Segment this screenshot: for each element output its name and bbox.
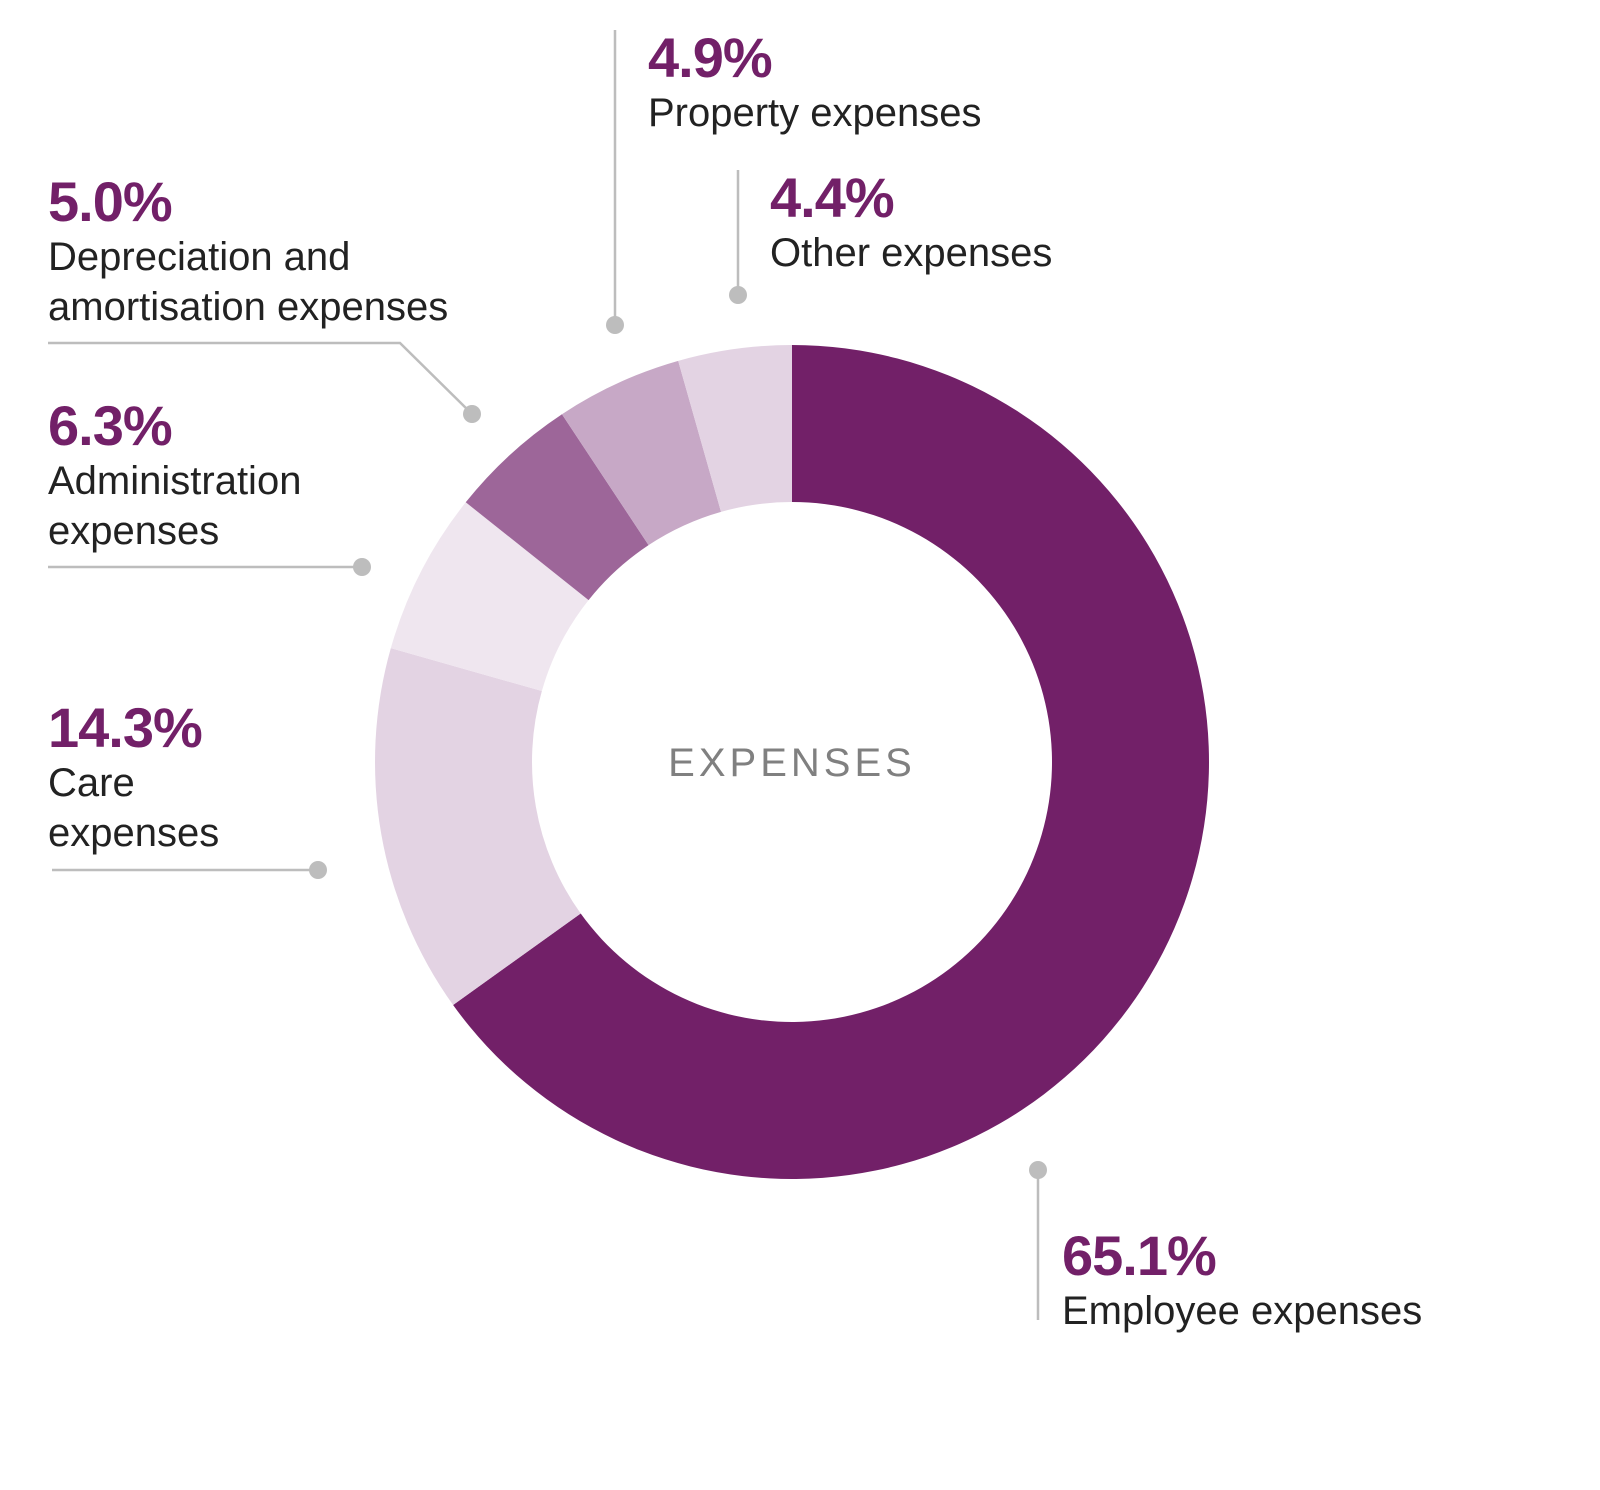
value-label: 5.0% — [48, 170, 173, 233]
leaders — [48, 30, 1047, 1320]
donut-segment — [453, 345, 1209, 1179]
category-label: Property expenses — [648, 91, 982, 135]
donut-segment — [678, 345, 792, 512]
leader-dot — [309, 861, 327, 879]
category-label: Employee expenses — [1062, 1289, 1423, 1333]
leader-dot — [353, 558, 371, 576]
category-label: Care expenses — [48, 761, 220, 855]
label: 65.1% Employee expenses — [1062, 1226, 1422, 1336]
donut-segment — [561, 360, 722, 546]
donut-segment — [465, 414, 649, 601]
center-label: EXPENSES — [668, 741, 916, 785]
donut-segment — [374, 648, 581, 1005]
donut-segment — [390, 502, 589, 692]
label: 4.9% Property expenses — [648, 28, 982, 138]
label: 5.0% Depreciation and amortisation expen… — [48, 172, 528, 332]
leader-dot — [606, 316, 624, 334]
category-label: Depreciation and amortisation expenses — [48, 235, 449, 329]
category-label: Administration expenses — [48, 459, 302, 553]
value-label: 6.3% — [48, 394, 173, 457]
value-label: 65.1% — [1062, 1224, 1217, 1287]
leader-dot — [463, 405, 481, 423]
value-label: 4.9% — [648, 26, 773, 89]
label: 4.4% Other expenses — [770, 168, 1052, 278]
leader-line — [48, 341, 473, 415]
category-label: Other expenses — [770, 231, 1053, 275]
leader-dot — [1029, 1161, 1047, 1179]
value-label: 4.4% — [770, 166, 895, 229]
value-label: 14.3% — [48, 696, 203, 759]
donut — [374, 345, 1209, 1179]
label: 14.3% Care expenses — [48, 698, 248, 858]
leader-dot — [729, 286, 747, 304]
label: 6.3% Administration expenses — [48, 396, 378, 556]
